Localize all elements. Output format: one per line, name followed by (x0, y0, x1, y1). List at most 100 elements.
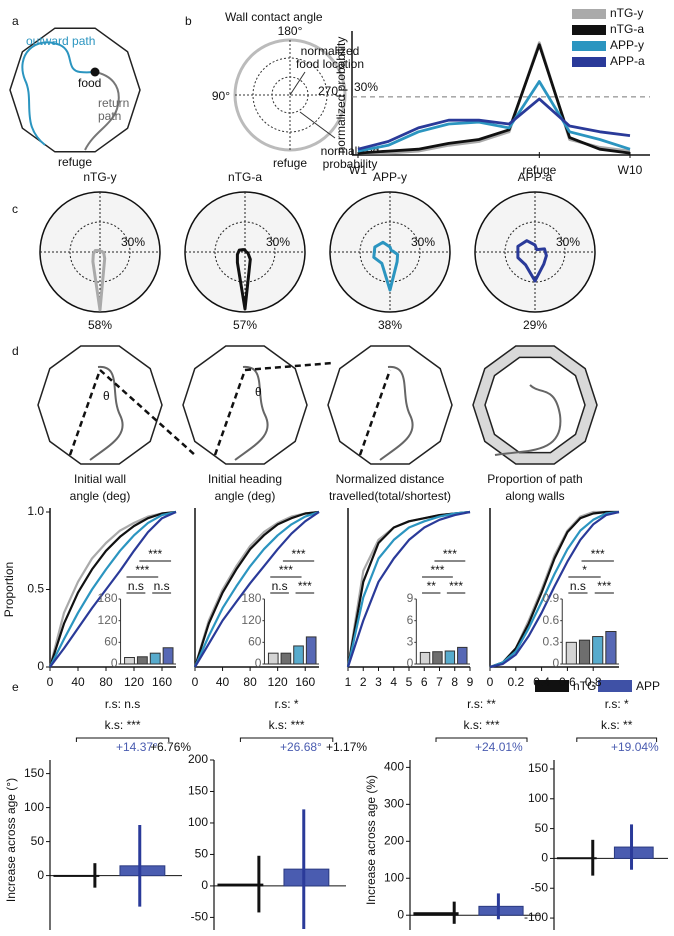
inset-bar (419, 651, 431, 665)
series-line (346, 510, 471, 668)
inset-bar (293, 645, 304, 665)
inset-bar (305, 636, 317, 665)
series-line (49, 510, 177, 668)
sig-label: *** (591, 547, 605, 561)
bar (217, 883, 264, 887)
path-trace (234, 365, 269, 461)
y-tick-label: 150 (24, 766, 44, 780)
legend-swatch (572, 25, 606, 35)
sig-label: n.s (570, 579, 586, 593)
x-tick-label: 0 (47, 675, 54, 689)
inset-bar (444, 650, 456, 665)
x-tick-label: W10 (618, 163, 643, 177)
x-tick-label: 0.6 (559, 675, 576, 689)
stat-label: k.s: ** (601, 718, 633, 732)
inset-bar (149, 652, 161, 665)
y-tick-label: 100 (384, 870, 404, 884)
sig-label: *** (449, 579, 463, 593)
legend-swatch (572, 41, 606, 51)
stat-bracket (435, 737, 528, 742)
diagram-label: along walls (505, 489, 564, 503)
inset-y-tick-label: 180 (98, 591, 118, 605)
dashed-guide (358, 369, 392, 456)
inset-y-tick-label: 0.9 (543, 591, 560, 605)
x-tick-label: 120 (124, 675, 144, 689)
inset-bar (267, 652, 279, 665)
path-trace (494, 384, 562, 456)
inset-bar (565, 641, 577, 665)
diagram-label: angle (deg) (70, 489, 131, 503)
x-tick-label: 40 (216, 675, 230, 689)
value-label: +6.76% (150, 740, 191, 754)
legend-label: APP-y (610, 38, 644, 52)
path-trace (89, 365, 124, 461)
peak-annotation: 29% (523, 318, 547, 332)
inset-y-tick-label: 3 (407, 635, 414, 649)
chart-title: APP-y (373, 170, 407, 184)
sig-label: *** (292, 547, 306, 561)
series-line (48, 510, 177, 668)
angle-label: 180° (278, 24, 303, 38)
diagram-label: travelled(total/shortest) (329, 489, 451, 503)
y-axis-label: Proportion (2, 562, 16, 617)
y-tick-label: 150 (528, 761, 548, 775)
panel-b-title: Wall contact angle (225, 10, 323, 24)
inset-y-tick-label: 0 (407, 656, 414, 670)
food (90, 67, 100, 77)
diagram-label: Initial wall (74, 472, 126, 486)
inset-y-tick-label: 0 (255, 656, 262, 670)
y-tick-label: -100 (524, 910, 548, 924)
sig-label: n.s (272, 579, 288, 593)
inset-y-tick-label: 60 (248, 635, 262, 649)
polar-shape (372, 240, 400, 292)
arena-inner (484, 356, 586, 454)
food-label: food (78, 76, 101, 90)
x-tick-label: 8 (451, 675, 458, 689)
sig-label: *** (597, 579, 611, 593)
inset-y-tick-label: 60 (104, 635, 118, 649)
inset-y-tick-label: 0 (553, 656, 560, 670)
y-tick-label: 100 (24, 800, 44, 814)
inset-bar (280, 652, 292, 665)
inset-y-tick-label: 0 (111, 656, 118, 670)
series-line (489, 510, 620, 669)
polar-shape (91, 248, 107, 312)
refuge-label: refuge (58, 155, 92, 169)
y-tick-label: 200 (188, 752, 208, 766)
theta-label: θ (103, 389, 110, 403)
x-tick-label: 0 (487, 675, 494, 689)
bar (613, 846, 654, 859)
inset-bar (605, 631, 617, 665)
dashed-guide (213, 369, 247, 456)
panel-label: b (185, 14, 192, 28)
sig-label: n.s (128, 579, 144, 593)
series-line (49, 510, 177, 668)
x-tick-label: 80 (99, 675, 113, 689)
legend-swatch (535, 680, 569, 692)
return-label: path (98, 109, 121, 123)
y-tick-label: 0 (541, 851, 548, 865)
panel-label: a (12, 14, 19, 28)
x-tick-label: 160 (152, 675, 172, 689)
value-label: +24.01% (475, 740, 523, 754)
sig-label: * (582, 563, 587, 577)
x-tick-label: 7 (436, 675, 443, 689)
pointer (289, 71, 306, 96)
panel-label: c (12, 202, 18, 216)
theta-label: θ (255, 385, 262, 399)
polar-ring (504, 221, 566, 283)
value-label: +19.04% (611, 740, 659, 754)
legend-swatch (572, 9, 606, 19)
x-tick-label: 0.8 (585, 675, 602, 689)
arena (327, 345, 453, 465)
peak-annotation: 58% (88, 318, 112, 332)
food-location-label: food location (296, 57, 364, 71)
inset-bar (592, 636, 604, 665)
legend-label: nTG-y (610, 6, 643, 20)
inset-y-tick-label: 6 (407, 613, 414, 627)
legend-swatch (572, 57, 606, 67)
legend-label: nTG-a (610, 22, 644, 36)
x-tick-label: 160 (295, 675, 315, 689)
value-label: +26.68° (280, 740, 322, 754)
